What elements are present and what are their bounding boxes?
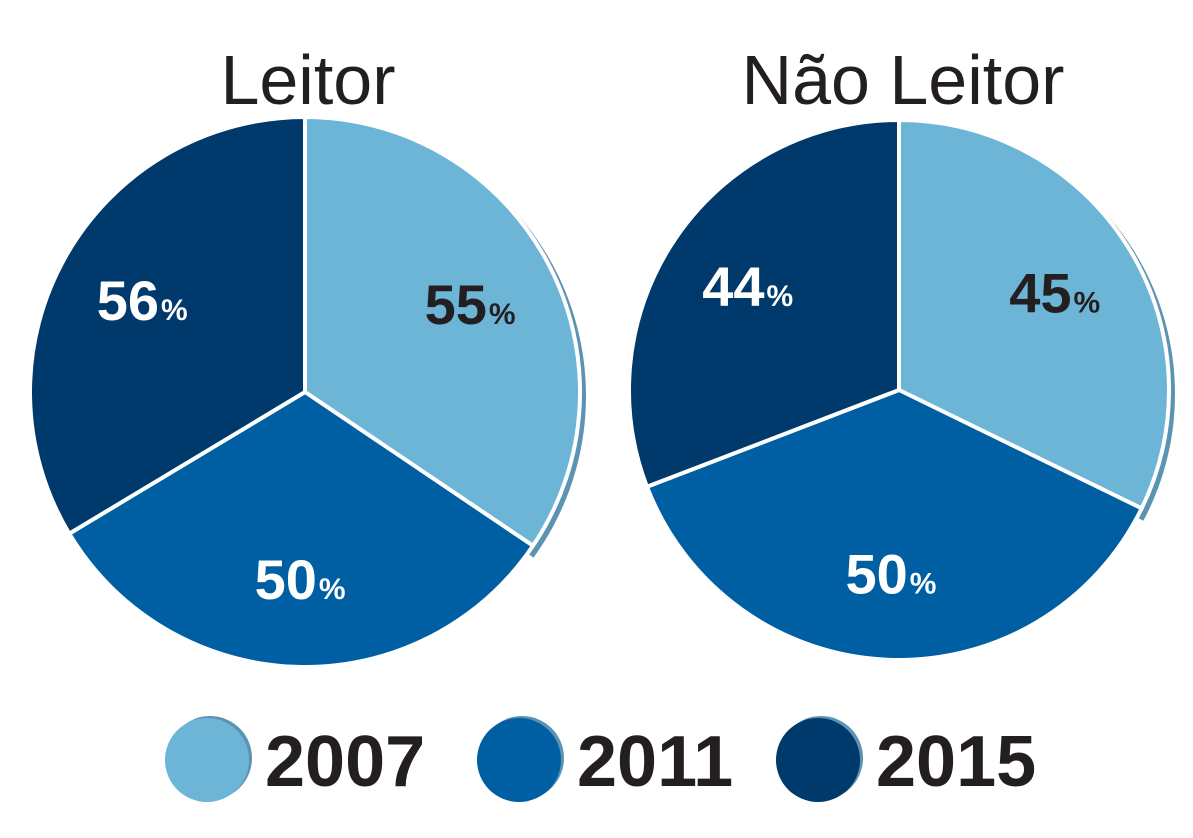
legend-label-2011: 2011 (577, 722, 733, 802)
chart-title-leitor: Leitor (220, 41, 395, 119)
pie-leitor-slice-2011 (67, 390, 535, 669)
pie-nao-leitor-label-2015: 44% (702, 255, 793, 318)
chart-title-nao-leitor: Não Leitor (742, 41, 1065, 119)
legend: 2007 2011 2015 (165, 716, 1036, 802)
pie-nao-leitor-slice-2015 (627, 118, 901, 489)
legend-swatch-2015 (776, 718, 860, 802)
pie-nao-leitor-slice-2007 (897, 118, 1171, 511)
legend-label-2015: 2015 (876, 722, 1036, 802)
pie-nao-leitor-slices: 45%50%44% (627, 118, 1176, 662)
legend-label-2007: 2007 (265, 722, 425, 802)
pie-leitor-label-2007: 55% (425, 273, 516, 336)
legend-swatch-2011 (477, 718, 561, 802)
pie-nao-leitor-slice-2011 (644, 388, 1144, 662)
pie-nao-leitor-label-2011: 50% (845, 542, 936, 605)
pie-leitor-slice-2015 (28, 115, 307, 536)
pie-leitor-label-2015: 56% (97, 269, 188, 332)
legend-swatch-2007 (165, 718, 249, 802)
pie-leitor-slices: 55%50%56% (28, 115, 586, 669)
pie-leitor: Leitor 55%50%56% (28, 41, 586, 669)
pie-leitor-slice-2007 (303, 115, 582, 548)
pie-nao-leitor: Não Leitor 45%50%44% (627, 41, 1176, 662)
